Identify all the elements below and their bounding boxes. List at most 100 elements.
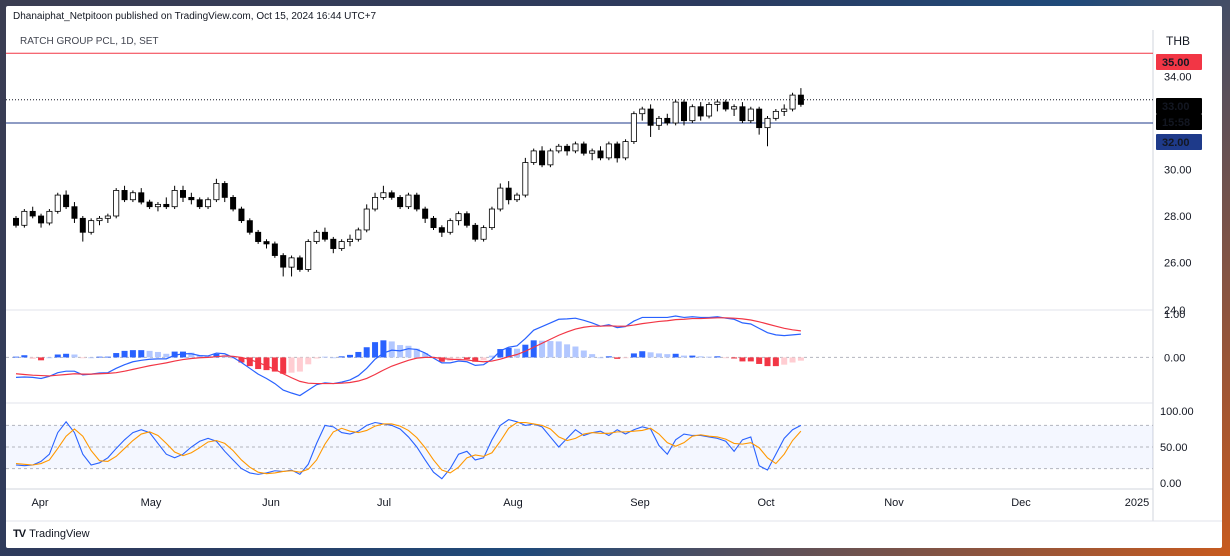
candle-body (313, 231, 320, 242)
candle-body (230, 196, 237, 210)
macd-histogram-bar (380, 340, 387, 358)
macd-histogram-bar (422, 353, 429, 358)
candle-body (388, 192, 395, 198)
candle-body (21, 210, 28, 226)
macd-histogram-bar (681, 355, 687, 358)
macd-histogram-bar (38, 357, 45, 361)
candle-body (213, 183, 220, 201)
macd-histogram-bar (113, 353, 120, 358)
macd-histogram-bar (46, 357, 53, 359)
macd-histogram-bar (547, 341, 554, 358)
candle-body (288, 257, 295, 268)
candle-body (63, 194, 70, 208)
macd-histogram-bar (756, 357, 763, 364)
candle-body (263, 241, 270, 245)
macd-histogram-bar (488, 355, 495, 358)
price-tag (1156, 98, 1202, 114)
macd-histogram-bar (296, 357, 303, 372)
macd-histogram-bar (589, 354, 596, 358)
candle-body (647, 108, 654, 126)
macd-histogram-bar (639, 351, 646, 358)
macd-histogram-bar (438, 357, 445, 362)
candle-body (697, 106, 704, 117)
macd-tick-label: 1.00 (1164, 309, 1185, 321)
candle-body (129, 192, 136, 201)
macd-histogram-bar (13, 356, 19, 358)
symbol-legend[interactable]: RATCH GROUP PCL, 1D, SET (20, 36, 159, 47)
candle-body (422, 208, 429, 219)
candle-body (104, 215, 111, 219)
candle-body (413, 194, 420, 210)
macd-histogram-bar (255, 357, 262, 370)
macd-histogram-bar (54, 354, 61, 358)
macd-histogram-bar (413, 348, 420, 358)
macd-histogram-bar (647, 352, 654, 358)
candle-body (355, 229, 362, 240)
time-tick-label: Jun (262, 497, 280, 509)
macd-histogram-bar (655, 353, 662, 358)
candle-body (488, 208, 495, 229)
tradingview-logo-icon: TV (13, 528, 26, 540)
candle-body (346, 238, 353, 242)
macd-histogram-bar (772, 357, 779, 367)
macd-tick-label: 0.00 (1164, 352, 1185, 364)
macd-histogram-bar (146, 350, 153, 358)
candle-body (580, 143, 587, 154)
candle-body (522, 162, 529, 196)
macd-histogram-bar (288, 357, 295, 373)
macd-histogram-bar (104, 356, 111, 358)
candle-body (363, 208, 370, 231)
macd-histogram-bar (714, 356, 721, 358)
candle-body (188, 196, 195, 201)
candle-body (171, 190, 178, 208)
candle-body (205, 199, 212, 208)
price-tick-label: 24.0 (1164, 305, 1185, 317)
candle-body (121, 190, 128, 201)
macd-histogram-bar (138, 350, 145, 358)
candle-body (338, 241, 345, 249)
candle-body (472, 224, 479, 240)
macd-signal-line (15, 317, 801, 385)
trading-chart[interactable]: 26.00 28.00 30.00 32.00 34.00 24.01.00 0.00 100… (6, 6, 1222, 548)
candle-body (463, 213, 470, 226)
currency-label[interactable]: THB (1166, 34, 1190, 48)
macd-histogram-bar (71, 354, 78, 358)
time-tick-label: Nov (884, 497, 904, 509)
candle-body (630, 113, 637, 142)
candle-body (321, 231, 328, 240)
candle-body (397, 196, 404, 208)
candle-body (447, 220, 454, 233)
candle-body (296, 257, 303, 270)
macd-histogram-bar (480, 357, 487, 361)
tradingview-logo[interactable]: TV TradingView (13, 528, 90, 540)
candle-body (497, 187, 504, 210)
candle-body (246, 220, 253, 233)
macd-histogram-bar (605, 356, 612, 358)
macd-histogram-bar (781, 357, 788, 365)
candle-body (88, 220, 95, 233)
candle-body (38, 215, 45, 224)
macd-histogram-bar (497, 349, 504, 358)
macd-histogram-bar (321, 356, 328, 358)
candle-body (664, 117, 671, 124)
candle-body (772, 110, 779, 119)
time-tick-label: Oct (757, 497, 774, 509)
macd-histogram-bar (722, 357, 729, 359)
macd-histogram-bar (121, 350, 128, 358)
candle-body (238, 208, 245, 222)
candle-body (589, 150, 596, 154)
macd-histogram-bar (263, 357, 270, 371)
candle-body (622, 141, 629, 159)
publisher-caption: Dhanaiphat_Netpitoon published on Tradin… (13, 11, 377, 22)
stoch-d-line (15, 421, 802, 475)
candle-body (71, 206, 78, 219)
candle-body (113, 190, 120, 217)
macd-histogram-bar (505, 347, 512, 358)
macd-histogram-bar (21, 355, 28, 358)
macd-histogram-bar (597, 357, 604, 359)
time-tick-label: Jul (377, 497, 391, 509)
candle-body (505, 187, 512, 201)
time-tick-label: Dec (1011, 497, 1031, 509)
candle-body (455, 213, 462, 222)
